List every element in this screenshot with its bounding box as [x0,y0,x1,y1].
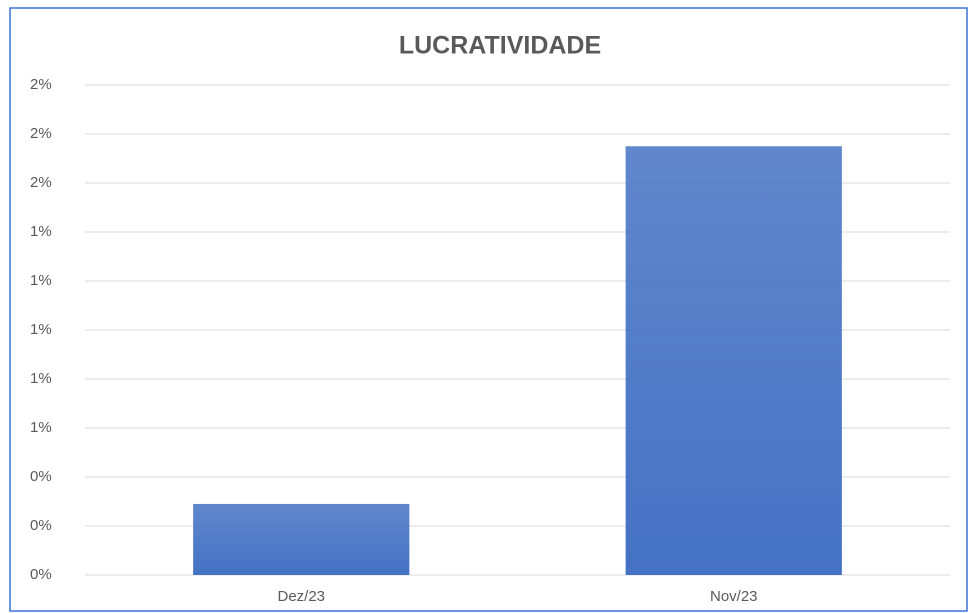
x-tick-label: Dez/23 [277,588,325,605]
y-tick-label: 2% [30,76,52,93]
x-tick-label: Nov/23 [710,588,758,605]
bar [193,503,410,575]
y-tick-label: 1% [30,370,52,387]
y-tick-label: 0% [30,468,52,485]
y-tick-label: 1% [30,419,52,436]
y-tick-label: 1% [30,272,52,289]
chart-title: LUCRATIVIDADE [399,32,601,60]
y-tick-label: 0% [30,566,52,583]
y-tick-label: 1% [30,321,52,338]
bar [625,146,842,575]
y-tick-label: 0% [30,517,52,534]
y-tick-label: 2% [30,125,52,142]
y-tick-label: 1% [30,223,52,240]
y-tick-label: 2% [30,174,52,191]
